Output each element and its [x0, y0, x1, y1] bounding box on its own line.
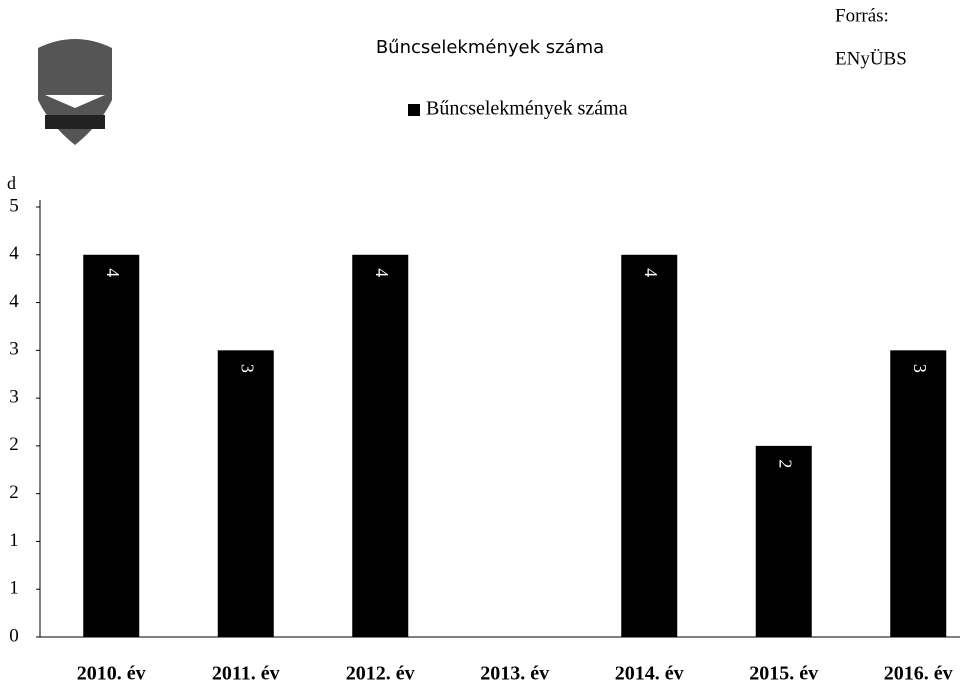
data-label: 3 [910, 364, 930, 373]
y-tick-label: 2 [9, 434, 19, 455]
bar [83, 254, 140, 637]
bar [755, 445, 812, 637]
y-tick-label: 0 [9, 625, 19, 646]
data-label: 3 [238, 364, 258, 373]
legend-label: Bűncselekmények száma [426, 98, 628, 120]
x-tick-label: 2016. év [884, 663, 953, 685]
y-tick-label: 3 [9, 339, 19, 360]
y-tick-label: 5 [9, 195, 19, 216]
chart-title: Bűncselekmények száma [376, 37, 604, 58]
y-tick-label: 3 [9, 386, 19, 407]
police-logo [38, 39, 112, 145]
bar [217, 350, 274, 637]
x-tick-label: 2014. év [615, 663, 684, 685]
bar [621, 254, 678, 637]
x-tick-label: 2010. év [77, 663, 146, 685]
data-label: 4 [372, 268, 392, 277]
x-tick-label: 2015. év [749, 663, 818, 685]
source-line: ENyÜBS [835, 48, 907, 69]
bar [352, 254, 409, 637]
data-label: 4 [641, 268, 661, 277]
y-tick-label: 4 [9, 243, 19, 264]
x-tick-label: 2011. év [212, 663, 280, 685]
source-line: Forrás: [835, 5, 889, 26]
data-label: 4 [103, 268, 123, 277]
y-tick-label: 1 [9, 578, 19, 599]
legend-swatch [408, 104, 420, 116]
y-tick-label: 2 [9, 482, 19, 503]
y-axis-label: d [7, 173, 16, 193]
x-tick-label: 2012. év [346, 663, 415, 685]
x-tick-label: 2013. év [480, 663, 549, 685]
y-tick-label: 4 [9, 291, 19, 312]
bar [890, 350, 947, 637]
y-tick-label: 1 [9, 530, 19, 551]
data-label: 2 [776, 459, 796, 468]
